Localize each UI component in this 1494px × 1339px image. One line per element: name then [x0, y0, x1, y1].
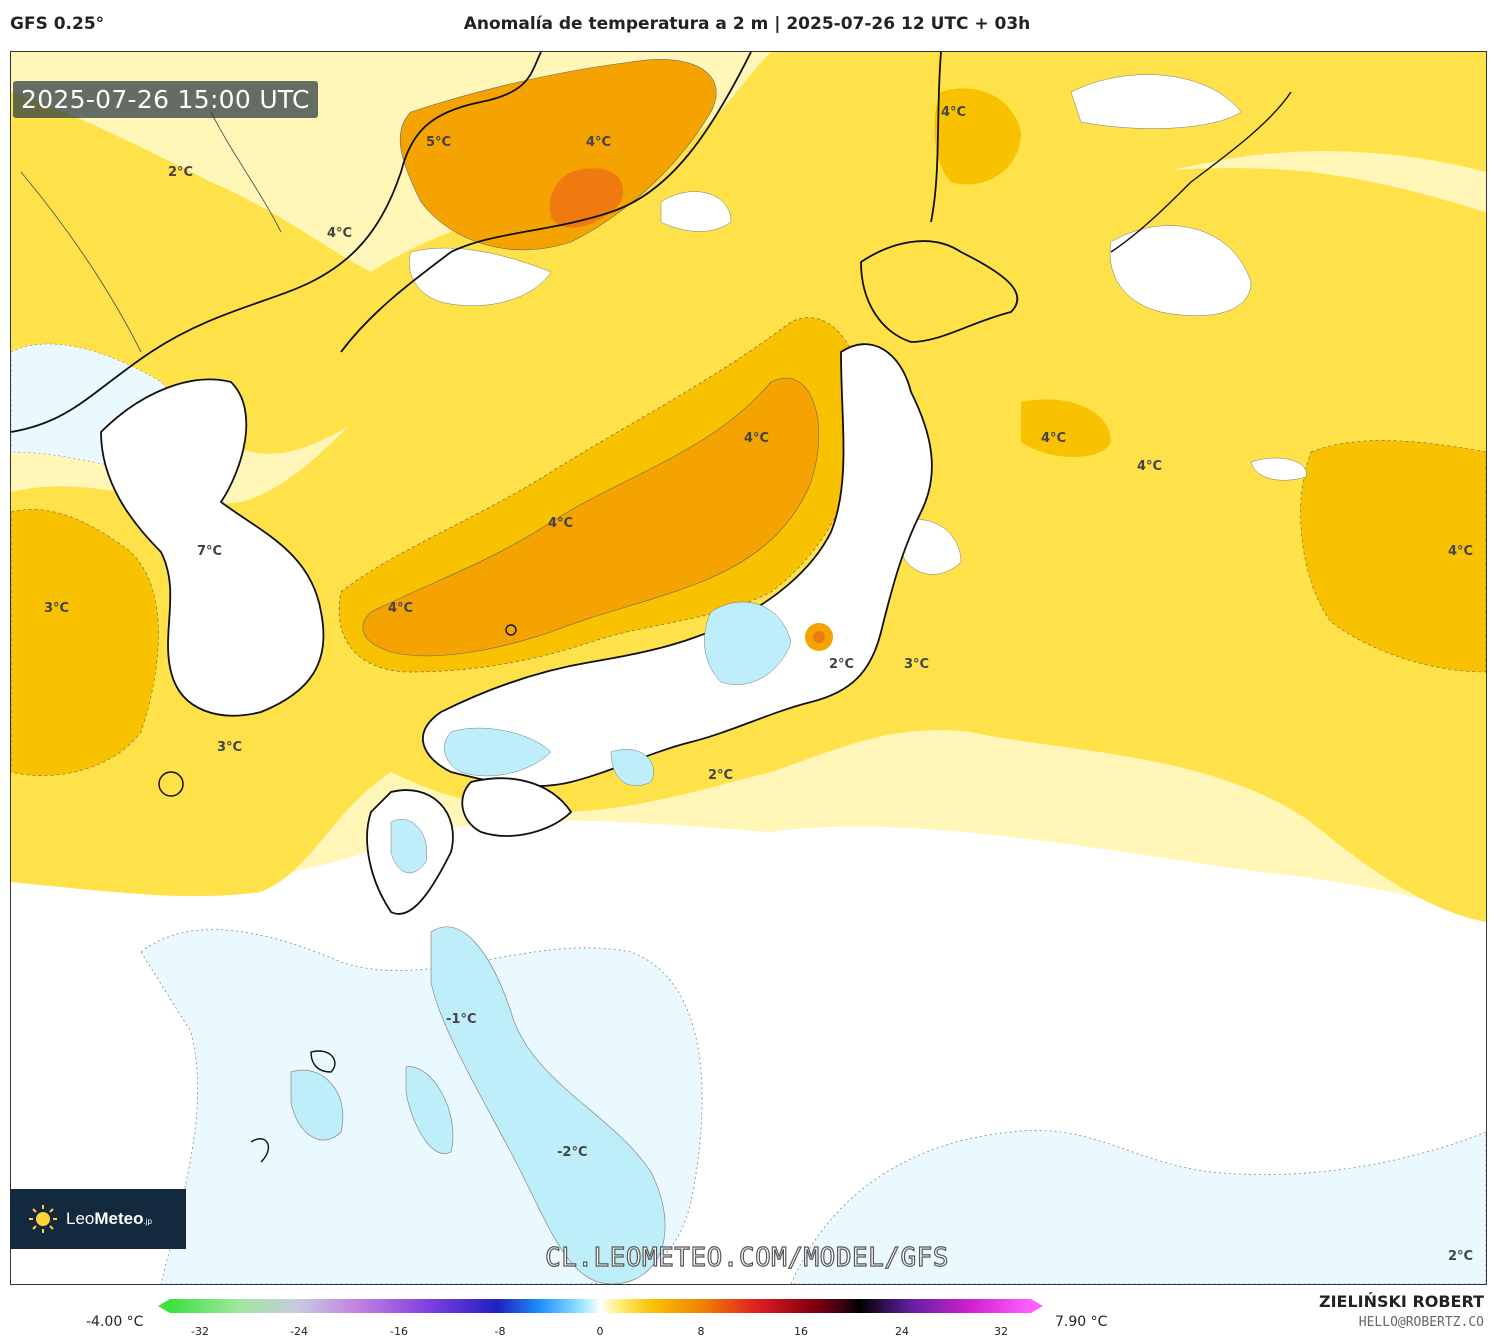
contour-label: 4°C — [586, 135, 612, 150]
scale-tick: 24 — [895, 1325, 909, 1338]
contour-label: -2°C — [557, 1145, 588, 1160]
valid-time-badge: 2025-07-26 15:00 UTC — [13, 81, 318, 118]
leometeo-logo[interactable]: LeoMeteo.jp — [10, 1189, 186, 1249]
scale-tick: -16 — [390, 1325, 408, 1338]
watermark-url: CL.LEOMETEO.COM/MODEL/GFS — [544, 1242, 949, 1273]
logo-text: LeoMeteo.jp — [66, 1209, 152, 1228]
color-scale-bar — [158, 1299, 1043, 1313]
author-email[interactable]: HELLO@ROBERTZ.CO — [1358, 1315, 1484, 1330]
contour-label: 4°C — [744, 431, 770, 446]
contour-label: 4°C — [388, 601, 414, 616]
contour-label: 4°C — [327, 226, 353, 241]
contour-label: 2°C — [829, 657, 855, 672]
contour-label: 4°C — [548, 516, 574, 531]
scale-tick: 8 — [697, 1325, 705, 1338]
contour-label: 2°C — [168, 165, 194, 180]
contour-label: 4°C — [1448, 544, 1474, 559]
contour-label: 5°C — [426, 135, 452, 150]
model-label: GFS 0.25° — [10, 14, 105, 34]
contour-label: 2°C — [708, 768, 734, 783]
scale-tick: -24 — [290, 1325, 308, 1338]
map-title: Anomalía de temperatura a 2 m | 2025-07-… — [463, 14, 1031, 34]
scale-tick: 16 — [794, 1325, 808, 1338]
scale-max-label: 7.90 °C — [1055, 1314, 1108, 1330]
scale-min-label: -4.00 °C — [86, 1314, 144, 1330]
contour-label: 4°C — [1137, 459, 1163, 474]
scale-tick: -32 — [191, 1325, 209, 1338]
contour-label: 3°C — [44, 601, 70, 616]
contour-label: 7°C — [197, 544, 223, 559]
scale-tick: -8 — [494, 1325, 506, 1338]
sun-icon — [29, 1205, 57, 1233]
scale-tick: 0 — [596, 1325, 604, 1338]
map-area[interactable]: 2025-07-26 15:00 UTC 2°C 5°C 4°C 4°C 4°C… — [10, 51, 1487, 1285]
contour-label: 4°C — [1041, 431, 1067, 446]
contour-label: 2°C — [1448, 1249, 1474, 1264]
temperature-anomaly-map — [11, 52, 1486, 1284]
contour-label: -1°C — [446, 1012, 477, 1027]
contour-label: 3°C — [904, 657, 930, 672]
contour-label: 3°C — [217, 740, 243, 755]
scale-tick: 32 — [994, 1325, 1008, 1338]
author-credit: ZIELIŃSKI ROBERT — [1318, 1292, 1484, 1311]
contour-label: 4°C — [941, 105, 967, 120]
